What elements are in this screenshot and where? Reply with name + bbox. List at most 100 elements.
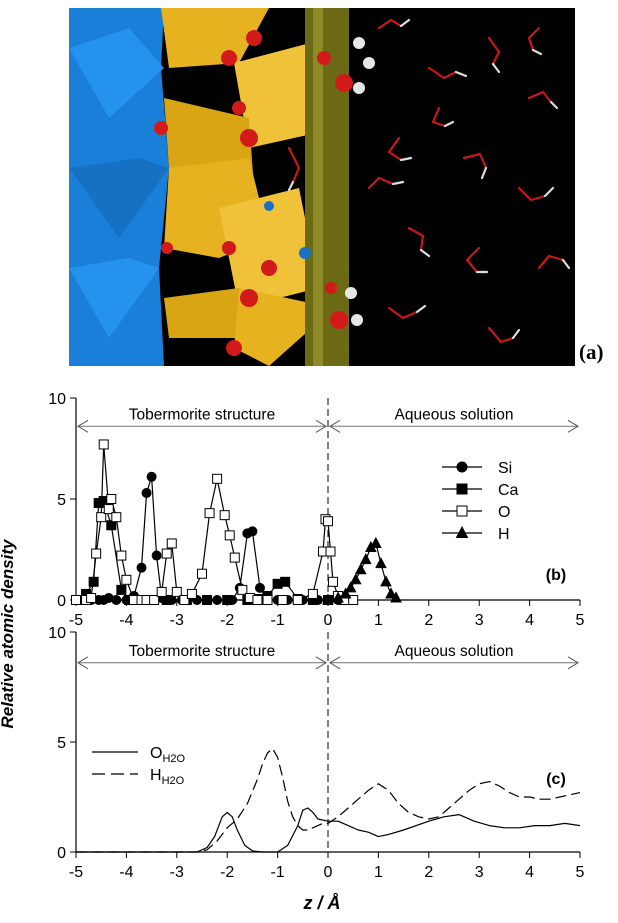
x-tick-label: 2 [424, 612, 433, 629]
data-point-o [212, 473, 223, 484]
legend-marker [455, 525, 469, 538]
x-tick-label: -2 [220, 864, 234, 881]
data-point-ca [222, 595, 233, 605]
data-point-h [354, 563, 367, 575]
data-point-o [121, 574, 132, 585]
data-point-o [292, 595, 303, 605]
series-line-o [76, 807, 581, 853]
data-point-o [186, 588, 197, 599]
x-tick-label: -5 [69, 612, 83, 629]
legend-label: O [498, 504, 510, 521]
region-arrowhead-right [567, 419, 579, 433]
region-arrowhead-right [567, 656, 579, 670]
legend-label: Ca [498, 482, 519, 499]
data-point-h [385, 587, 397, 599]
x-tick-label: 4 [525, 864, 534, 881]
region-label: Aqueous solution [395, 643, 514, 660]
data-point-o [219, 510, 230, 521]
data-point-o [98, 439, 109, 450]
x-tick-label: 0 [324, 612, 333, 629]
region-label: Tobermorite structure [129, 406, 275, 423]
data-point-si [111, 595, 122, 605]
data-point-o [204, 508, 215, 519]
x-tick-label: -5 [69, 864, 83, 881]
chart-panel-b: -5 -4 -3 -2 -1 0 1 2 3 4 5 0 5 10 Tobermorite structur… [48, 391, 584, 629]
data-point-h [390, 591, 402, 603]
data-point-si [146, 471, 157, 482]
x-tick-label: 2 [424, 864, 433, 881]
legend-label-subscript: H2O [162, 775, 185, 787]
data-point-o [166, 538, 177, 549]
series-line-o [76, 443, 354, 601]
legend-label: Si [498, 460, 512, 477]
data-point-o [111, 512, 122, 523]
data-point-ca [202, 595, 213, 605]
data-point-h [339, 587, 352, 599]
panel-label: (b) [546, 567, 566, 584]
data-point-ca [106, 520, 117, 531]
data-point-o [262, 595, 273, 605]
data-point-h [375, 557, 387, 569]
data-point-o [252, 595, 263, 605]
data-point-o [161, 548, 172, 559]
x-tick-label: -3 [170, 612, 184, 629]
y-tick-label: 5 [57, 492, 66, 509]
data-point-o [171, 586, 182, 597]
data-point-si [151, 550, 162, 561]
data-point-o [307, 588, 318, 599]
data-point-o [106, 494, 117, 504]
legend-label-main: O [150, 745, 162, 762]
region-arrowhead-left [329, 656, 341, 670]
data-point-si [136, 562, 147, 573]
legend-marker [456, 505, 468, 517]
data-point-h [349, 573, 362, 585]
x-tick-label: -1 [270, 864, 284, 881]
data-point-o [156, 586, 167, 597]
y-tick-label: 10 [48, 391, 66, 408]
legend: Si Ca OH [442, 460, 519, 543]
data-point-o [179, 595, 190, 605]
data-point-o [86, 592, 97, 603]
x-tick-label: 5 [576, 864, 585, 881]
data-point-o [149, 595, 160, 605]
x-tick-label: 1 [374, 612, 383, 629]
x-axis-title: z / Å [303, 893, 341, 913]
data-point-o [323, 516, 333, 527]
data-point-o [237, 584, 248, 595]
x-tick-label: 5 [576, 612, 585, 629]
data-point-h [359, 553, 372, 565]
data-point-o [103, 504, 114, 515]
x-tick-label: 3 [475, 612, 484, 629]
data-point-o [197, 568, 207, 579]
region-arrowhead-right [315, 656, 327, 670]
region-arrowhead-left [329, 419, 341, 433]
series-line-h [76, 747, 581, 853]
y-axis-title: Relative atomic density [0, 539, 17, 729]
data-point-si [141, 487, 152, 498]
data-point-ca [116, 584, 127, 595]
data-point-o [91, 548, 102, 559]
legend-marker [456, 483, 468, 495]
region-label: Tobermorite structure [129, 643, 275, 660]
region-arrowhead-left [77, 656, 89, 670]
x-tick-label: -4 [119, 612, 133, 629]
panel-label: (c) [546, 771, 566, 788]
data-point-si [247, 526, 258, 537]
data-point-o [71, 595, 81, 605]
data-point-o [348, 595, 359, 605]
x-tick-label: -4 [119, 864, 133, 881]
legend-label: HH2O [150, 767, 185, 787]
data-point-si [254, 582, 265, 593]
x-tick-label: 3 [475, 864, 484, 881]
x-tick-label: 0 [324, 864, 333, 881]
x-tick-label: -2 [220, 612, 234, 629]
x-tick-label: -3 [170, 864, 184, 881]
x-tick-label: -1 [270, 612, 284, 629]
data-point-h [322, 593, 334, 605]
data-point-o [116, 550, 127, 561]
data-point-h [370, 536, 382, 548]
x-tick-label: 1 [374, 864, 383, 881]
data-point-o [229, 552, 240, 563]
x-tick-label: 4 [525, 612, 534, 629]
